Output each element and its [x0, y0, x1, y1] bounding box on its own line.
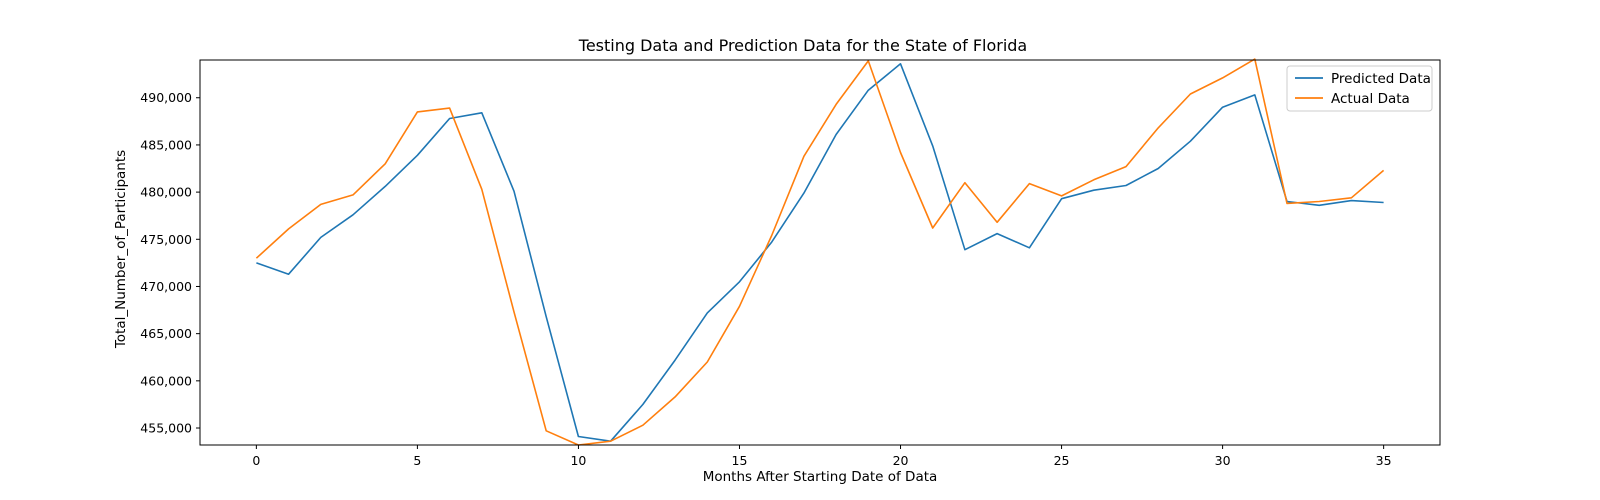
y-tick-label: 465,000	[140, 326, 192, 341]
plot-area	[255, 58, 1385, 446]
y-tick-label: 485,000	[140, 137, 192, 152]
y-tick-label: 480,000	[140, 185, 192, 200]
x-tick-label: 20	[893, 453, 909, 468]
x-axis-ticks: 0 5 10 15 20 25 30 35	[252, 445, 1392, 468]
y-axis-ticks: 455,000 460,000 465,000 470,000 475,000 480,0…	[140, 90, 200, 436]
y-tick-label: 475,000	[140, 232, 192, 247]
chart-title: Testing Data and Prediction Data for the…	[578, 36, 1027, 55]
legend-label: Actual Data	[1331, 91, 1410, 107]
x-axis-label: Months After Starting Date of Data	[703, 469, 938, 485]
y-tick-label: 470,000	[140, 279, 192, 294]
x-tick-label: 5	[413, 453, 421, 468]
y-tick-label: 460,000	[140, 373, 192, 388]
legend-box	[1286, 65, 1433, 112]
series-line-predicted	[256, 62, 1384, 443]
axes-frame	[199, 59, 1441, 446]
x-tick-label: 15	[732, 453, 748, 468]
y-tick-label: 455,000	[140, 421, 192, 436]
y-tick-label: 490,000	[140, 90, 192, 105]
y-axis-label: Total_Number_of_Participants	[113, 150, 129, 349]
series-line-actual	[255, 58, 1385, 446]
x-tick-label: 10	[570, 453, 586, 468]
x-tick-label: 30	[1215, 453, 1231, 468]
x-tick-label: 0	[252, 453, 260, 468]
x-tick-label: 25	[1054, 453, 1070, 468]
legend-label: Predicted Data	[1331, 71, 1431, 87]
legend: Predicted Data Actual Data	[1286, 65, 1433, 112]
x-tick-label: 35	[1376, 453, 1392, 468]
